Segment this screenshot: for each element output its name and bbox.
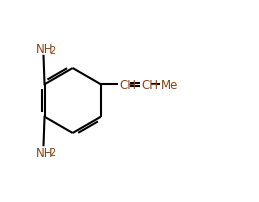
Text: CH: CH (142, 78, 159, 91)
Text: 2: 2 (49, 46, 55, 56)
Text: NH: NH (36, 146, 53, 159)
Text: Me: Me (161, 78, 179, 91)
Text: NH: NH (36, 43, 53, 56)
Text: CH: CH (119, 78, 136, 91)
Text: 2: 2 (49, 147, 55, 157)
